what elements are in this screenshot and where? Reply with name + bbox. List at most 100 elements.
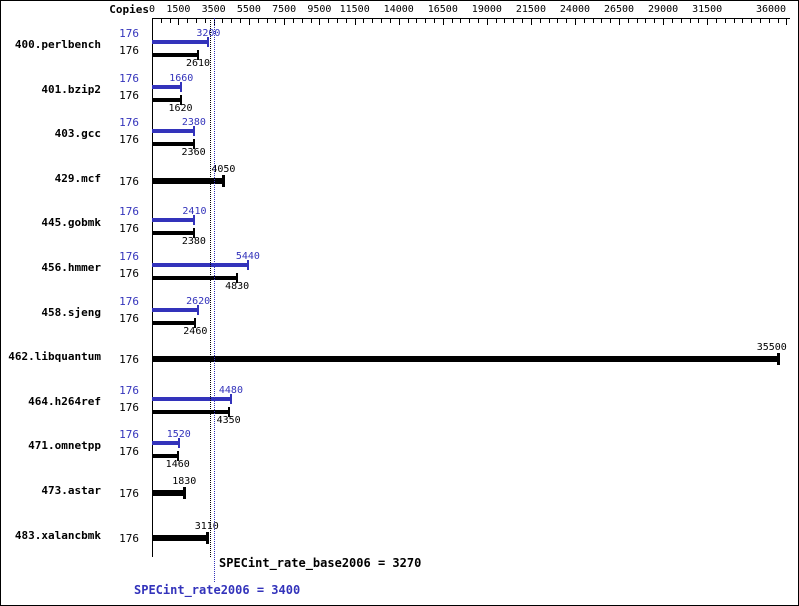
- copies-value: 176: [119, 353, 139, 366]
- base-bar: [152, 535, 207, 541]
- bar-endcap: [229, 394, 232, 404]
- axis-tick: [575, 19, 576, 25]
- axis-tick: [593, 19, 594, 23]
- bar-value-label: 4350: [216, 415, 241, 426]
- bar-value-label: 2620: [186, 296, 211, 307]
- axis-tick: [619, 19, 620, 25]
- bar-value-label: 2410: [182, 206, 207, 217]
- bar-value-label: 35500: [756, 342, 787, 353]
- axis-tick: [363, 19, 364, 23]
- benchmark-name: 458.sjeng: [41, 306, 101, 319]
- axis-tick: [690, 19, 691, 23]
- axis-tick: [672, 19, 673, 23]
- axis-tick: [416, 19, 417, 23]
- bar-value-label: 3110: [194, 521, 219, 532]
- base-bar: [152, 321, 196, 325]
- axis-tick: [346, 19, 347, 23]
- bar-value-label: 4480: [218, 385, 243, 396]
- axis-tick: [267, 19, 268, 23]
- axis-tick: [328, 19, 329, 23]
- copies-value: 176: [119, 175, 139, 188]
- axis-tick-label: 36000: [755, 4, 787, 15]
- axis-tick-label: 7500: [272, 4, 297, 15]
- peak-bar: [152, 397, 231, 401]
- axis-tick: [337, 19, 338, 23]
- axis-tick: [302, 19, 303, 23]
- base-bar: [152, 142, 194, 146]
- bar-endcap: [193, 215, 196, 225]
- benchmark-name: 483.xalancbmk: [14, 529, 101, 542]
- axis-tick: [601, 19, 602, 23]
- bar-value-label: 1460: [165, 459, 190, 470]
- axis-tick: [275, 19, 276, 23]
- axis-tick: [152, 19, 153, 25]
- bar-value-label: 4830: [225, 281, 250, 292]
- axis-tick-label: 5500: [236, 4, 261, 15]
- axis-tick: [549, 19, 550, 23]
- axis-tick-label: 21500: [515, 4, 546, 15]
- axis-tick: [390, 19, 391, 23]
- bar-endcap: [180, 82, 183, 92]
- bar-endcap: [192, 139, 195, 149]
- copies-value: 176: [119, 384, 139, 397]
- bar-endcap: [194, 318, 197, 328]
- benchmark-name: 403.gcc: [54, 127, 101, 140]
- axis-tick: [663, 19, 664, 25]
- axis-tick: [258, 19, 259, 23]
- copies-value: 176: [119, 428, 139, 441]
- axis-tick: [540, 19, 541, 23]
- benchmark-name: 456.hmmer: [41, 261, 101, 274]
- axis-tick: [443, 19, 444, 25]
- peak-bar: [152, 85, 182, 89]
- axis-tick: [311, 19, 312, 23]
- base-reference-line: [210, 18, 211, 557]
- axis-tick: [496, 19, 497, 23]
- bar-endcap: [183, 487, 187, 499]
- bar-endcap: [176, 451, 179, 461]
- axis-tick: [584, 19, 585, 23]
- bar-value-label: 3200: [196, 28, 221, 39]
- axis-tick: [557, 19, 558, 23]
- axis-tick: [637, 19, 638, 23]
- base-bar: [152, 410, 229, 414]
- copies-value: 176: [119, 250, 139, 263]
- axis-tick: [399, 19, 400, 25]
- copies-value: 176: [119, 295, 139, 308]
- bar-endcap: [776, 353, 780, 365]
- bar-endcap: [222, 175, 226, 187]
- axis-tick: [610, 19, 611, 23]
- peak-metric-annotation: SPECint_rate2006 = 3400: [134, 583, 301, 597]
- axis-tick: [504, 19, 505, 23]
- axis-tick-label: 3500: [201, 4, 226, 15]
- axis-tick: [240, 19, 241, 23]
- bar-endcap: [192, 126, 195, 136]
- axis-tick-label: 24000: [559, 4, 591, 15]
- bar-endcap: [246, 260, 249, 270]
- peak-reference-line: [214, 18, 215, 582]
- bar-endcap: [205, 532, 209, 544]
- axis-tick-label: 14000: [383, 4, 414, 15]
- axis-tick: [760, 19, 761, 23]
- axis-tick: [645, 19, 646, 23]
- peak-bar: [152, 218, 195, 222]
- copies-value: 176: [119, 222, 139, 235]
- x-axis-line: [152, 18, 790, 19]
- axis-tick: [205, 19, 206, 23]
- base-bar: [152, 53, 198, 57]
- copies-column-header: Copies: [109, 3, 149, 16]
- axis-tick: [425, 19, 426, 23]
- bar-value-label: 2380: [181, 236, 206, 247]
- axis-tick-label: 26500: [603, 4, 635, 15]
- benchmark-name: 401.bzip2: [41, 83, 101, 96]
- base-bar: [152, 356, 778, 362]
- axis-tick: [725, 19, 726, 23]
- axis-tick: [513, 19, 514, 23]
- bar-endcap: [236, 273, 239, 283]
- axis-tick: [222, 19, 223, 23]
- bar-endcap: [197, 305, 200, 315]
- axis-tick: [778, 19, 779, 23]
- axis-tick: [522, 19, 523, 23]
- axis-tick-label: 1500: [166, 4, 191, 15]
- axis-tick: [170, 19, 171, 23]
- bar-value-label: 1660: [169, 73, 194, 84]
